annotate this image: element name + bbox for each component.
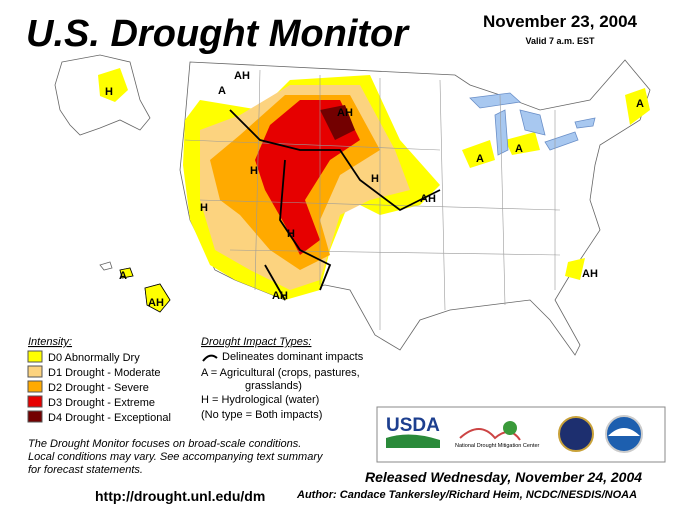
d0-michigan [462, 132, 540, 168]
map-label: A [515, 143, 523, 155]
impact-item: (No type = Both impacts) [201, 409, 322, 421]
author: Author: Candace Tankersley/Richard Heim,… [296, 489, 637, 501]
map-label: A [476, 153, 484, 165]
date: November 23, 2004 [483, 12, 638, 31]
impact-item: Delineates dominant impacts [222, 351, 364, 363]
legend-label: D4 Drought - Exceptional [48, 412, 171, 424]
map-label: A [119, 270, 127, 282]
footnote: The Drought Monitor focuses on broad-sca… [28, 438, 301, 450]
legend-label: D3 Drought - Extreme [48, 397, 155, 409]
impact-title: Drought Impact Types: [201, 336, 311, 348]
impact-line-symbol [202, 354, 218, 362]
footnote: for forecast statements. [28, 464, 143, 476]
legend-swatch [27, 350, 43, 363]
impact-labels: A AH H AH H H AH H H AH A AH A A A AH [105, 70, 644, 309]
d0-maine [625, 88, 650, 125]
impact-item: H = Hydrological (water) [201, 394, 319, 406]
map-label: AH [582, 268, 598, 280]
usda-swoosh [386, 434, 440, 448]
legend-swatch [27, 410, 43, 423]
map-label: AH [148, 297, 164, 309]
map-label: AH [337, 107, 353, 119]
map-label: A [218, 85, 226, 97]
legend-swatch [27, 365, 43, 378]
map-label: AH [234, 70, 250, 82]
legend-swatch [27, 380, 43, 393]
intensity-legend: D0 Abnormally Dry D1 Drought - Moderate D2… [27, 350, 171, 424]
map-label: H [105, 86, 113, 98]
legend-label: D2 Drought - Severe [48, 382, 149, 394]
footnote: Local conditions may vary. See accompany… [28, 451, 324, 463]
d0-carolina [565, 258, 585, 280]
impact-item: grasslands) [245, 380, 302, 392]
url: http://drought.unl.edu/dm [95, 488, 265, 504]
map-label: H [371, 173, 379, 185]
logo-box: USDA National Drought Mitigation Center [376, 406, 666, 463]
valid-time: Valid 7 a.m. EST [525, 36, 595, 46]
impact-item: A = Agricultural (crops, pastures, [201, 367, 360, 379]
legend-label: D1 Drought - Moderate [48, 367, 161, 379]
title: U.S. Drought Monitor [26, 13, 410, 55]
state-borders [184, 69, 561, 330]
alaska-drought [98, 68, 128, 102]
d4-area [320, 105, 355, 140]
impact-lines [229, 109, 441, 301]
map-label: H [200, 202, 208, 214]
hawaii-drought [119, 267, 171, 313]
map-label: H [287, 228, 295, 240]
map-label: A [636, 98, 644, 110]
intensity-title: Intensity: [28, 336, 72, 348]
map-label: AH [420, 193, 436, 205]
released: Released Wednesday, November 24, 2004 [365, 469, 642, 485]
base-map [54, 54, 651, 356]
map-label: AH [272, 290, 288, 302]
ndmc-logo: National Drought Mitigation Center [455, 443, 540, 449]
legend-swatch [27, 395, 43, 408]
noaa-gull [608, 428, 640, 436]
legend-label: D0 Abnormally Dry [48, 352, 140, 364]
commerce-seal [558, 416, 594, 452]
ndmc-tree [503, 421, 517, 435]
map-label: H [250, 165, 258, 177]
usda-logo: USDA [386, 415, 440, 436]
d3-area [255, 100, 360, 255]
